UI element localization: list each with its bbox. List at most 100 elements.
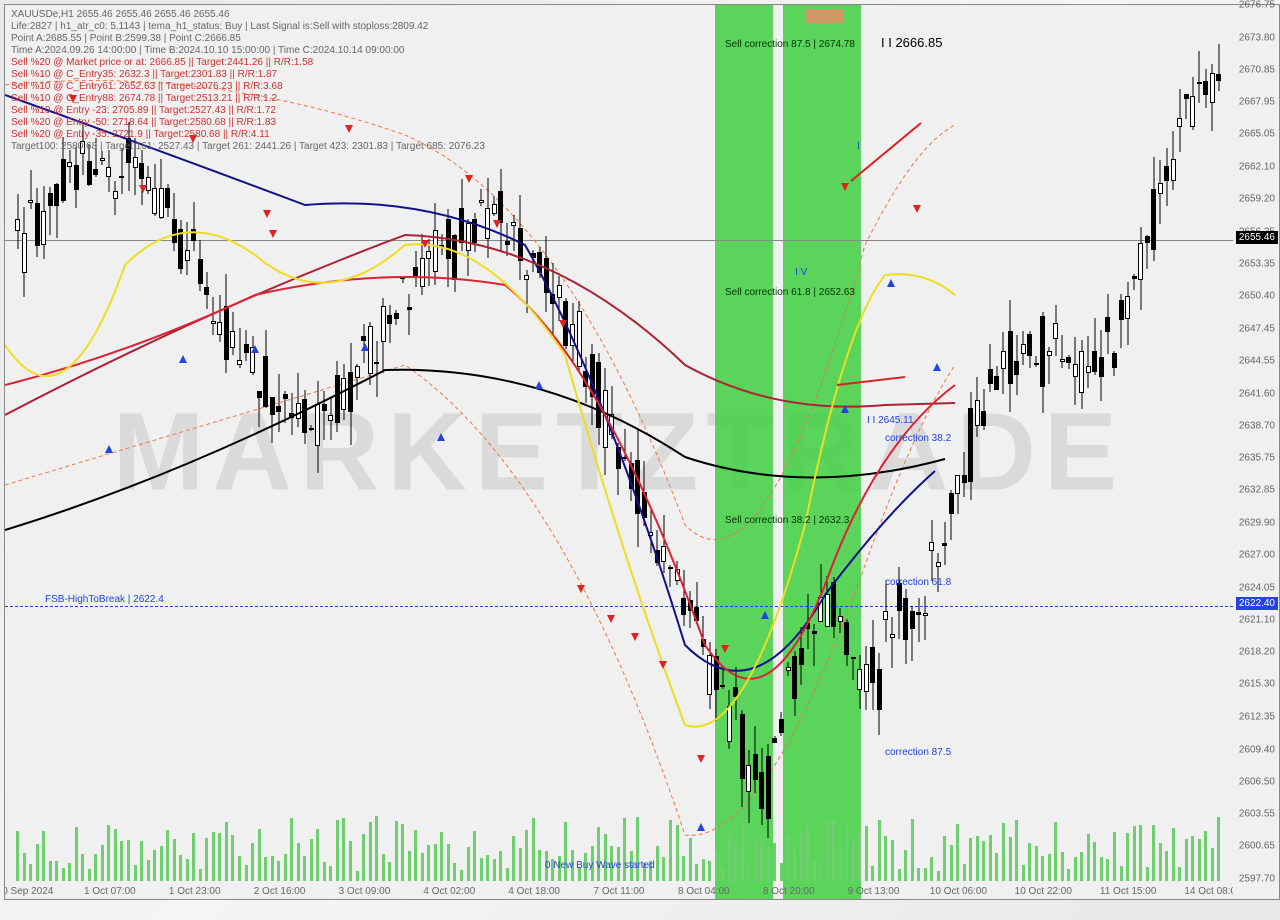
volume-bar: [852, 841, 855, 881]
arrow-down-icon: [841, 183, 849, 191]
volume-bar: [486, 855, 489, 881]
y-axis-label: 2644.55: [1239, 356, 1275, 367]
volume-bar: [715, 852, 718, 881]
x-axis-label: 1 Oct 07:00: [84, 886, 136, 897]
symbol-header: XAUUSDe,H1 2655.46 2655.46 2655.46 2655.…: [11, 9, 230, 20]
volume-bar: [427, 845, 430, 881]
volume-bar: [29, 864, 32, 881]
volume-bar: [525, 830, 528, 881]
arrow-down-icon: [465, 175, 473, 183]
volume-bar: [218, 833, 221, 881]
volume-bar: [414, 830, 417, 881]
y-axis-label: 2615.30: [1239, 679, 1275, 690]
fsb-label: FSB-HighToBreak | 2622.4: [45, 594, 164, 605]
arrow-down-icon: [559, 320, 567, 328]
volume-bar: [1159, 843, 1162, 881]
volume-bar: [1002, 823, 1005, 881]
info-line: Sell %10 @ C_Entry88: 2674.78 || Target:…: [11, 93, 277, 104]
volume-bar: [845, 822, 848, 881]
volume-bar: [656, 846, 659, 881]
volume-bar: [382, 854, 385, 881]
volume-bar: [1217, 817, 1220, 881]
arrow-up-icon: [697, 823, 705, 831]
volume-bar: [767, 848, 770, 881]
volume-bar: [1211, 848, 1214, 881]
price-tag-fsb: 2622.40: [1236, 597, 1278, 610]
volume-bar: [1204, 831, 1207, 881]
y-axis-label: 2612.35: [1239, 712, 1275, 723]
volume-bar: [1041, 856, 1044, 881]
info-line: Sell %10 @ C_Entry61: 2652.63 || Target:…: [11, 81, 283, 92]
volume-bar: [1061, 852, 1064, 882]
chart-annotation: Sell correction 61.8 | 2652.63: [725, 287, 855, 298]
y-axis: 2676.752673.802670.852667.952665.052662.…: [1233, 4, 1280, 900]
volume-bar: [114, 829, 117, 881]
price-tag-current: 2655.46: [1236, 231, 1278, 244]
y-axis-label: 2632.85: [1239, 485, 1275, 496]
arrow-down-icon: [631, 633, 639, 641]
arrow-up-icon: [535, 381, 543, 389]
volume-bar: [127, 840, 130, 881]
arrow-up-icon: [761, 611, 769, 619]
volume-bar: [447, 844, 450, 881]
volume-bar: [878, 820, 881, 881]
x-axis-label: 1 Oct 23:00: [169, 886, 221, 897]
volume-bar: [956, 824, 959, 881]
arrow-down-icon: [493, 220, 501, 228]
volume-bar: [55, 861, 58, 881]
volume-bar: [793, 849, 796, 881]
volume-bar: [721, 867, 724, 881]
volume-bar: [369, 822, 372, 881]
x-axis-label: 14 Oct 08:00: [1184, 886, 1234, 897]
volume-bar: [440, 832, 443, 881]
volume-bar: [506, 868, 509, 881]
chart-annotation: Sell correction 87.5 | 2674.78: [725, 39, 855, 50]
volume-bar: [408, 851, 411, 881]
volume-bar: [871, 866, 874, 881]
volume-bar: [42, 831, 45, 881]
volume-bar: [179, 855, 182, 881]
volume-bar: [166, 830, 169, 881]
volume-bar: [858, 830, 861, 881]
volume-bar: [832, 821, 835, 881]
volume-bar: [316, 829, 319, 881]
x-axis-label: 10 Oct 06:00: [930, 886, 987, 897]
volume-bar: [62, 868, 65, 881]
volume-bar: [1054, 822, 1057, 881]
plot-area[interactable]: MARKETZTRADE FSB-HighToBreak | 2622.4 XA…: [4, 4, 1234, 900]
volume-bar: [395, 821, 398, 881]
current-price-line: [5, 240, 1233, 241]
y-axis-label: 2624.05: [1239, 582, 1275, 593]
arrow-down-icon: [263, 210, 271, 218]
volume-bar: [865, 826, 868, 881]
volume-bar: [604, 834, 607, 881]
arrow-down-icon: [913, 205, 921, 213]
volume-bar: [1074, 857, 1077, 881]
volume-bar: [950, 845, 953, 881]
volume-bar: [963, 864, 966, 881]
y-axis-label: 2662.10: [1239, 161, 1275, 172]
volume-bar: [88, 869, 91, 881]
volume-bar: [107, 825, 110, 881]
volume-bar: [173, 839, 176, 881]
volume-bar: [937, 871, 940, 881]
volume-bar: [1172, 828, 1175, 881]
volume-bar: [421, 853, 424, 881]
arrow-up-icon: [841, 405, 849, 413]
arrow-up-icon: [105, 445, 113, 453]
volume-bar: [1126, 833, 1129, 881]
volume-bar: [1015, 820, 1018, 881]
volume-bar: [800, 834, 803, 881]
y-axis-label: 2606.50: [1239, 776, 1275, 787]
x-axis-label: 8 Oct 04:00: [678, 886, 730, 897]
volume-bar: [969, 838, 972, 881]
volume-bar: [140, 841, 143, 881]
volume-bar: [271, 856, 274, 881]
y-axis-label: 2621.10: [1239, 615, 1275, 626]
volume-bar: [16, 831, 19, 881]
volume-bar: [760, 841, 763, 881]
volume-bar: [943, 836, 946, 881]
orange-zone: [805, 9, 843, 23]
chart-annotation: Sell correction 38.2 | 2632.3: [725, 515, 849, 526]
volume-bar: [826, 821, 829, 881]
